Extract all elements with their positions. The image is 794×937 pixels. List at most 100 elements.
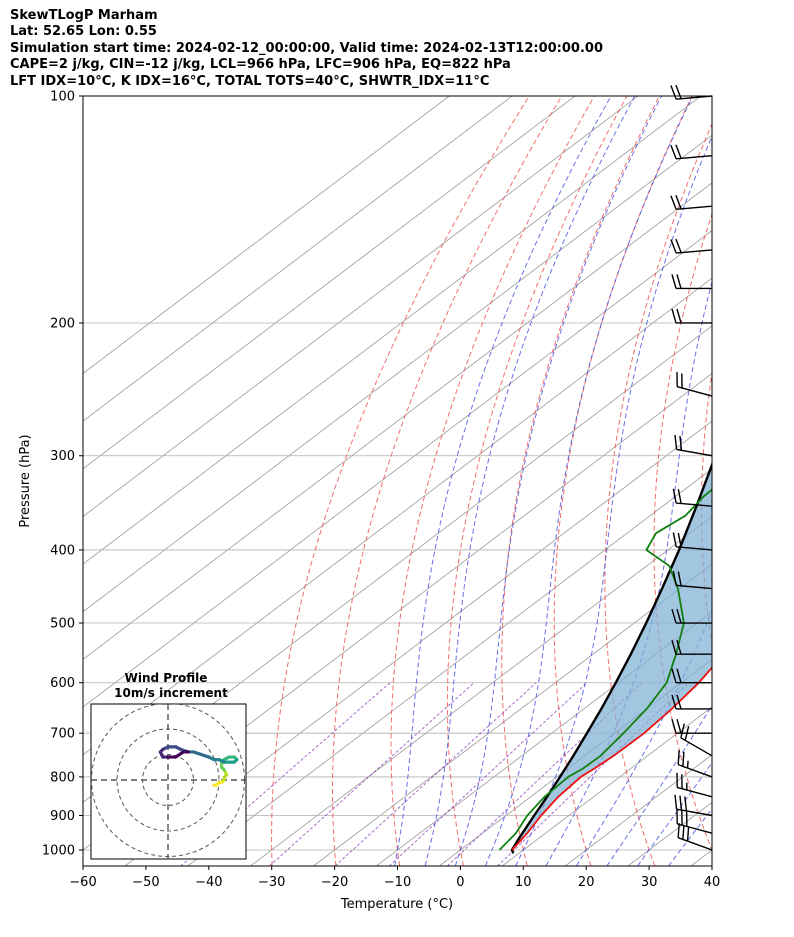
barb-staff xyxy=(677,823,713,834)
barb-staff xyxy=(677,837,713,851)
wind-barb xyxy=(676,809,713,834)
barb-flag xyxy=(676,719,682,734)
wind-barb xyxy=(671,640,712,655)
wind-barb xyxy=(674,434,713,457)
isotherm-line xyxy=(83,96,450,374)
x-tick-label: −40 xyxy=(195,875,222,890)
barb-flag xyxy=(677,532,682,548)
y-tick-label: 400 xyxy=(50,543,75,558)
barb-flag xyxy=(675,144,682,159)
dry-adiabat xyxy=(271,96,530,866)
wind-barb xyxy=(670,195,713,211)
barb-flag xyxy=(671,694,677,710)
wind-barb xyxy=(672,532,713,551)
barb-flag xyxy=(684,796,688,812)
axes: −60 −50 −40 −30 −20 −10 0 10 20 30 40 1000 900 800 700… xyxy=(42,90,720,891)
barb-flag xyxy=(671,719,677,734)
isotherm-line xyxy=(83,96,576,470)
x-tick-label: −50 xyxy=(132,875,159,890)
barb-staff xyxy=(676,808,713,817)
barb-staff xyxy=(677,786,713,798)
isotherm-line xyxy=(83,134,712,613)
wind-barb xyxy=(670,238,713,254)
moist-adiabat xyxy=(668,808,712,866)
wind-barb xyxy=(671,608,712,624)
isotherm-line xyxy=(250,515,712,866)
barb-flag xyxy=(671,608,677,624)
barb-staff xyxy=(676,249,713,254)
x-tick-label: −60 xyxy=(69,875,96,890)
barb-staff xyxy=(677,386,713,397)
moist-adiabat xyxy=(637,762,712,866)
x-tick-label: −10 xyxy=(384,875,411,890)
wind-barb xyxy=(677,750,713,778)
moist-adiabat xyxy=(606,704,712,866)
barb-flag xyxy=(675,238,682,253)
wind-barb xyxy=(671,694,712,710)
x-tick-label: 10 xyxy=(515,875,532,890)
wind-barb xyxy=(671,274,712,290)
moist-adiabat xyxy=(515,135,712,866)
wind-barbs xyxy=(670,84,713,851)
y-tick-label: 500 xyxy=(50,617,75,632)
barb-flag xyxy=(672,488,677,504)
barb-flag xyxy=(677,571,682,586)
x-tick-label: −30 xyxy=(258,875,285,890)
barb-staff xyxy=(676,155,713,160)
temperature-profile-line xyxy=(511,666,712,851)
barb-flag xyxy=(677,823,680,838)
barb-flag xyxy=(671,274,677,289)
barb-staff xyxy=(676,584,713,590)
x-tick-label: 30 xyxy=(641,875,658,890)
times-line: Simulation start time: 2024-02-12_00:00:… xyxy=(10,40,603,56)
barb-flag xyxy=(670,195,677,210)
barb-staff xyxy=(676,95,713,100)
barb-staff xyxy=(680,737,713,757)
y-tick-label: 200 xyxy=(50,316,75,331)
barb-staff xyxy=(677,763,713,778)
barb-flag xyxy=(686,826,690,842)
mixing-ratio-line xyxy=(388,682,588,866)
barb-flag xyxy=(676,274,682,289)
cape-area xyxy=(512,464,712,850)
barb-flag xyxy=(682,824,685,840)
isotherm-line xyxy=(83,96,513,422)
x-tick-label: 20 xyxy=(578,875,595,890)
wind-barb xyxy=(671,719,712,734)
barb-flag xyxy=(679,795,683,811)
isotherm-line xyxy=(83,96,702,565)
barb-flag xyxy=(676,694,682,710)
wind-barb xyxy=(670,144,713,160)
wind-barb xyxy=(677,823,713,851)
moist-adiabat xyxy=(485,96,694,866)
indices-line-2: LFT IDX=10°C, K IDX=16°C, TOTAL TOTS=40°… xyxy=(10,73,490,89)
barb-staff xyxy=(676,502,713,507)
barb-flag xyxy=(674,434,678,450)
barb-flag xyxy=(676,668,682,683)
mixing-ratio-line xyxy=(334,682,537,866)
y-tick-label: 800 xyxy=(50,770,75,785)
hodograph-plot xyxy=(91,704,246,859)
barb-flag xyxy=(670,85,677,100)
isotherm-line xyxy=(83,182,712,660)
dry-adiabat xyxy=(553,96,693,866)
barb-staff xyxy=(676,546,713,551)
dry-adiabat xyxy=(653,212,712,852)
moist-adiabat xyxy=(394,96,612,866)
y-axis-label: Pressure (hPa) xyxy=(18,434,33,527)
y-tick-label: 700 xyxy=(50,727,75,742)
barb-flag xyxy=(672,532,677,547)
y-tick-label: 1000 xyxy=(42,844,75,859)
station-title: SkewTLogP Marham xyxy=(10,8,158,23)
barb-flag xyxy=(675,84,682,99)
barb-flag xyxy=(672,570,677,586)
profiles xyxy=(498,461,712,854)
cape-shading xyxy=(512,464,712,850)
isotherm-line xyxy=(376,611,712,866)
barb-flag xyxy=(671,640,677,655)
dry-adiabat xyxy=(390,96,595,866)
wind-barb xyxy=(676,372,713,397)
barb-flag xyxy=(682,751,685,767)
barb-staff xyxy=(676,448,713,457)
